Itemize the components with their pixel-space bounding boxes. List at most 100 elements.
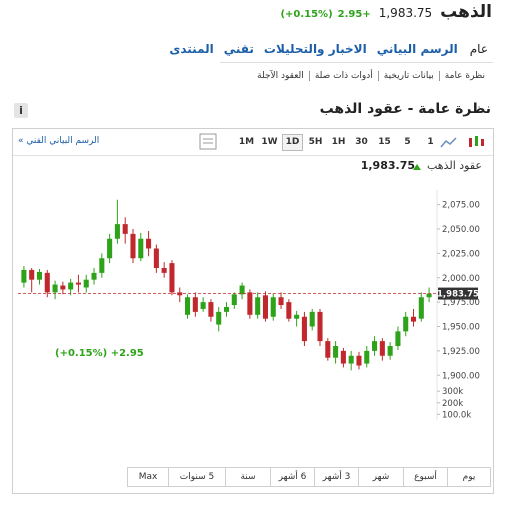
candle-body <box>379 341 385 356</box>
y-tick-label: 2,000.00 <box>442 274 480 284</box>
range-button[interactable]: Max <box>138 472 158 482</box>
candle-body <box>364 350 370 364</box>
subnav-link[interactable]: أدوات ذات صلة <box>308 71 378 81</box>
y-tick-label: 1,975.00 <box>442 298 480 308</box>
candle-body <box>153 248 159 268</box>
header: الذهب 1,983.75 +2.95 (+0.15%) <box>280 2 492 22</box>
range-button[interactable]: 5 سنوات <box>168 468 225 486</box>
candle-body <box>130 233 136 259</box>
interval-button[interactable]: 15 <box>378 137 391 147</box>
candle-body <box>403 316 409 332</box>
line-chart-icon[interactable] <box>440 137 457 148</box>
interval-button[interactable]: 1D <box>282 134 303 151</box>
candle-icon-part <box>475 136 478 146</box>
candle-body <box>262 295 268 319</box>
y2-tick-label: 100.0k <box>442 410 471 420</box>
tab[interactable]: عام <box>469 42 488 56</box>
table-icon[interactable] <box>199 133 217 150</box>
technical-chart-link[interactable]: الرسم البياني الفني » <box>18 136 100 146</box>
subnav-link[interactable]: نظرة عامة <box>438 71 485 81</box>
candle-body <box>325 341 331 358</box>
candle-body <box>200 302 206 309</box>
candle-body <box>286 302 292 319</box>
candle-icon-part <box>469 138 472 147</box>
candle-body <box>216 311 222 325</box>
candle-body <box>348 355 354 364</box>
last-price-box <box>438 287 478 300</box>
range-button[interactable]: 6 أشهر <box>270 468 314 486</box>
chart-head: عقود الذهب 1,983.75 <box>361 159 482 172</box>
chart-change-label: (+0.15%) +2.95 <box>55 348 144 359</box>
y-tick-label: 2,075.00 <box>442 201 480 211</box>
y-tick-label: 2,050.00 <box>442 225 480 235</box>
instrument-price: 1,983.75 <box>378 6 433 20</box>
interval-button[interactable]: 5 <box>404 137 411 147</box>
range-button[interactable]: شهر <box>358 468 403 486</box>
candle-body <box>36 271 43 280</box>
interval-button[interactable]: 1M <box>238 137 255 147</box>
y-tick-label: 1,900.00 <box>442 371 480 381</box>
candle-body <box>255 297 261 315</box>
candle-body <box>185 297 191 315</box>
candle-body <box>270 297 276 317</box>
range-buttons: يوم أسبوع شهر 3 أشهر 6 أشهر سنة 5 سنوات Max <box>127 467 491 487</box>
candle-body <box>68 282 74 290</box>
instrument-title: الذهب <box>440 2 492 22</box>
interval-button[interactable]: 5H <box>308 137 323 147</box>
interval-buttons: 1M 1W 1D 5H 1H 30 15 5 1 <box>236 134 443 151</box>
candle-body <box>387 346 393 356</box>
subnav-link[interactable]: بيانات تاريخية <box>377 71 439 81</box>
up-arrow <box>413 164 421 170</box>
chart-price: 1,983.75 <box>360 159 415 172</box>
candle-body <box>356 355 362 366</box>
candle-body <box>44 272 50 293</box>
range-button[interactable]: أسبوع <box>403 468 447 486</box>
subnav-link[interactable]: العقود الآجلة <box>257 71 304 81</box>
candle-body <box>208 302 214 317</box>
candle-body <box>91 272 97 280</box>
info-icon[interactable]: i <box>14 103 28 118</box>
candle-body <box>60 285 66 290</box>
candle-body <box>340 350 346 364</box>
candle-body <box>169 263 175 293</box>
toolbar-divider <box>13 155 493 156</box>
chart-box <box>12 128 494 494</box>
y2-tick-label: 300k <box>442 387 463 397</box>
candle-body <box>99 258 105 273</box>
candle-body <box>395 331 401 346</box>
candle-body <box>317 311 323 342</box>
candle-body <box>52 284 58 293</box>
candle-body <box>372 341 378 351</box>
interval-button[interactable]: 1 <box>427 137 434 147</box>
tab[interactable]: الاخبار والتحليلات <box>263 42 367 56</box>
candle-body <box>29 269 35 280</box>
interval-button[interactable]: 1H <box>331 137 346 147</box>
candle-icon-part <box>481 139 484 146</box>
candle-body <box>247 292 253 315</box>
tab[interactable]: الرسم البياني <box>376 42 458 56</box>
candle-body <box>301 316 307 342</box>
range-button[interactable]: سنة <box>225 468 270 486</box>
candle-body <box>239 285 245 295</box>
candle-body <box>294 314 300 319</box>
interval-button[interactable]: 30 <box>355 137 368 147</box>
y2-tick-label: 200k <box>442 399 463 409</box>
tab[interactable]: المنتدى <box>169 42 214 56</box>
tab[interactable]: تقني <box>223 42 254 56</box>
range-button[interactable]: 3 أشهر <box>314 468 358 486</box>
candle-body <box>333 346 339 358</box>
interval-button[interactable]: 1W <box>261 137 278 147</box>
candle-body <box>107 238 113 259</box>
candle-body <box>278 297 284 306</box>
candle-body <box>231 294 237 306</box>
price-change-pct: (+0.15%) <box>280 9 333 20</box>
chart-title: عقود الذهب <box>427 159 482 172</box>
candle-icon[interactable] <box>469 136 484 147</box>
candle-body <box>192 297 198 312</box>
candle-body <box>309 311 315 327</box>
candle-body <box>410 316 417 322</box>
last-price-label: 1,983.75 <box>437 290 479 300</box>
range-button[interactable]: يوم <box>447 468 490 486</box>
